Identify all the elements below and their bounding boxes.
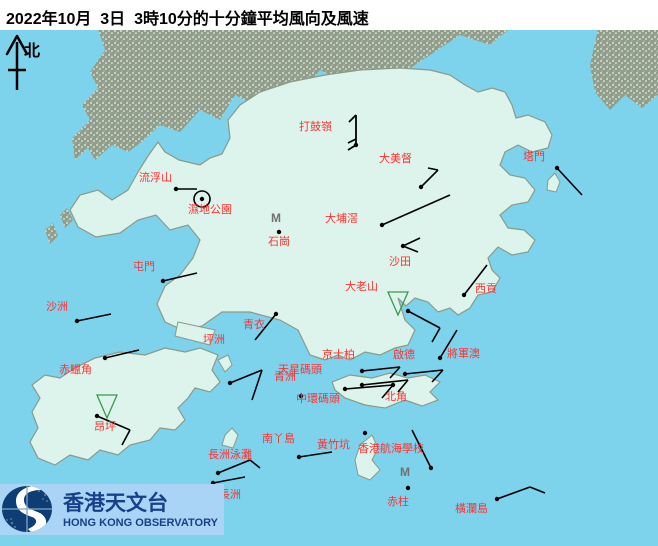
svg-text:赤柱: 赤柱 <box>387 494 409 508</box>
svg-text:北: 北 <box>24 42 40 60</box>
svg-text:中環碼頭: 中環碼頭 <box>296 392 340 405</box>
svg-text:香港航海學校: 香港航海學校 <box>358 441 424 455</box>
svg-text:西貢: 西貢 <box>475 282 497 295</box>
svg-text:黃竹坑: 黃竹坑 <box>317 437 350 451</box>
svg-text:打鼓嶺: 打鼓嶺 <box>299 119 332 133</box>
svg-text:大老山: 大老山 <box>345 279 378 293</box>
svg-text:濕地公園: 濕地公園 <box>188 203 232 216</box>
svg-text:香港天文台: 香港天文台 <box>63 491 168 515</box>
svg-text:大美督: 大美督 <box>379 151 412 165</box>
svg-text:HONG KONG OBSERVATORY: HONG KONG OBSERVATORY <box>63 517 218 529</box>
svg-text:赤鱲角: 赤鱲角 <box>59 363 92 376</box>
svg-text:青洲: 青洲 <box>274 370 296 383</box>
svg-text:長洲泳灘: 長洲泳灘 <box>208 447 252 461</box>
svg-text:南丫島: 南丫島 <box>262 431 295 445</box>
svg-text:石崗: 石崗 <box>268 235 290 248</box>
svg-text:M: M <box>400 465 410 479</box>
svg-text:北角: 北角 <box>385 390 407 403</box>
svg-text:塔門: 塔門 <box>523 150 545 163</box>
svg-text:沙田: 沙田 <box>389 255 411 268</box>
svg-text:坪洲: 坪洲 <box>203 333 225 346</box>
svg-text:京士柏: 京士柏 <box>322 347 355 361</box>
svg-text:青衣: 青衣 <box>243 317 265 331</box>
svg-text:橫瀾島: 橫瀾島 <box>455 501 488 515</box>
svg-text:沙洲: 沙洲 <box>46 300 68 313</box>
svg-text:屯門: 屯門 <box>133 260 155 273</box>
svg-text:M: M <box>271 211 281 225</box>
svg-text:將軍澳: 將軍澳 <box>447 346 480 360</box>
svg-text:流浮山: 流浮山 <box>139 170 172 184</box>
svg-text:啟德: 啟德 <box>393 347 415 361</box>
svg-text:大埔滘: 大埔滘 <box>325 211 358 225</box>
svg-text:昂坪: 昂坪 <box>94 420 116 433</box>
